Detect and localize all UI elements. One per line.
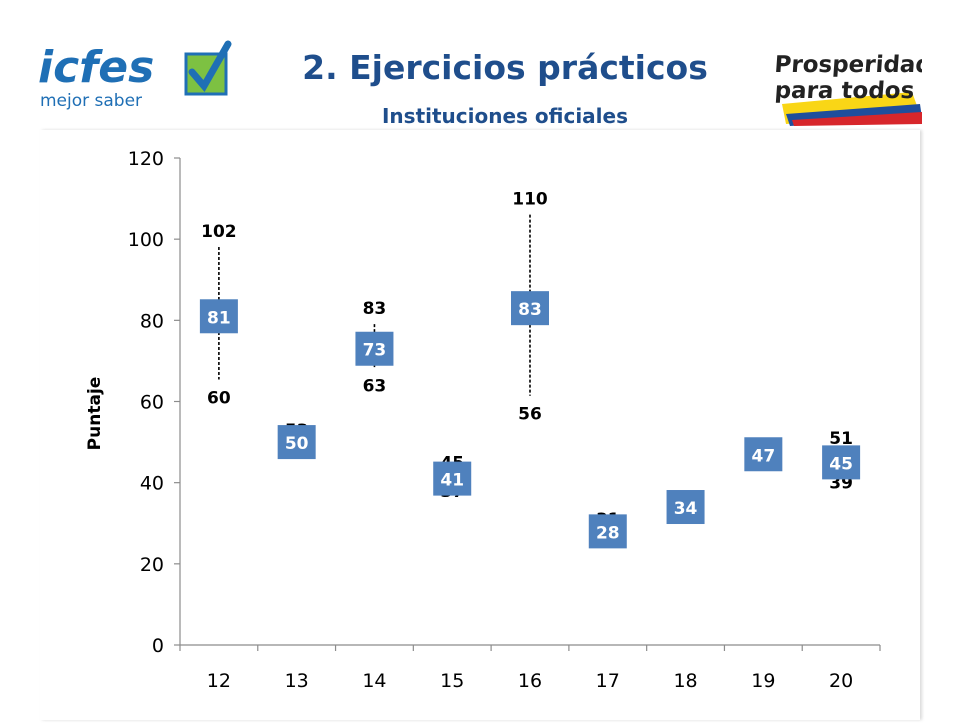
y-tick-label: 120 [128,148,164,170]
value-box [588,514,627,549]
icfes-logo: icfes mejor saber [38,40,232,110]
value-box [822,445,861,480]
max-label: 110 [512,190,548,210]
range-chart: 0 20 40 60 80 100 120 12 13 14 15 16 17 18 19 20 Puntaje… [85,148,881,692]
x-tick-label: 12 [207,670,231,692]
value-box [744,437,783,472]
value-label: 47 [751,446,775,466]
value-label: 28 [596,523,620,543]
prosperidad-logo-line1: Prosperidad [774,52,922,78]
chart-marks: 1026081534750836373453741110568331252836… [199,190,861,551]
min-label: 60 [207,389,231,409]
prosperidad-logo-line2: para todos [774,78,915,104]
x-tick-label: 13 [285,670,309,692]
value-box [511,291,549,326]
value-box [666,490,705,525]
min-label: 56 [518,405,542,425]
page-subtitle: Instituciones oficiales [381,104,628,128]
value-box [433,461,472,496]
value-label: 73 [363,341,387,361]
max-label: 102 [201,222,237,242]
min-label: 63 [363,376,387,396]
value-label: 50 [285,434,309,454]
value-label: 41 [440,471,464,491]
value-box [199,299,238,334]
x-tick-label: 15 [440,670,464,692]
chart-area: 0 20 40 60 80 100 120 12 13 14 15 16 17 18 19 20 Puntaje… [40,130,920,720]
prosperidad-logo: Prosperidad para todos [774,52,922,126]
value-box [355,331,394,366]
max-label: 51 [829,429,853,449]
page-title: 2. Ejercicios prácticos [302,48,708,87]
value-label: 34 [674,499,698,519]
value-box [277,425,316,460]
y-tick-label: 60 [140,392,164,414]
check-mark-icon [188,40,232,93]
x-tick-label: 19 [751,670,775,692]
y-tick-label: 0 [152,635,164,657]
x-tick-label: 18 [673,670,697,692]
icfes-logo-brand: icfes [38,42,154,93]
y-tick-label: 40 [140,473,164,495]
value-label: 45 [829,454,853,474]
value-label: 81 [207,308,231,328]
x-tick-label: 17 [596,670,620,692]
x-tick-label: 16 [518,670,542,692]
x-tick-label: 20 [829,670,853,692]
x-tick-label: 14 [362,670,386,692]
flag-red-stripe [792,112,922,126]
y-tick-label: 20 [140,554,164,576]
y-axis-label: Puntaje [85,377,105,451]
icfes-logo-tagline: mejor saber [40,91,142,110]
y-tick-label: 80 [140,310,164,332]
axes: 0 20 40 60 80 100 120 12 13 14 15 16 17 18 19 20 Puntaje [85,148,881,692]
y-tick-label: 100 [128,229,164,251]
max-label: 83 [363,299,387,319]
value-label: 83 [518,300,542,320]
